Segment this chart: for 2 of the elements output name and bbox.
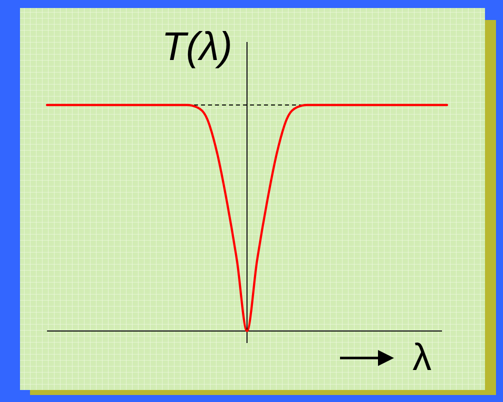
y-axis-title: T(λ) [162,25,232,69]
x-axis-title: λ [412,337,432,379]
